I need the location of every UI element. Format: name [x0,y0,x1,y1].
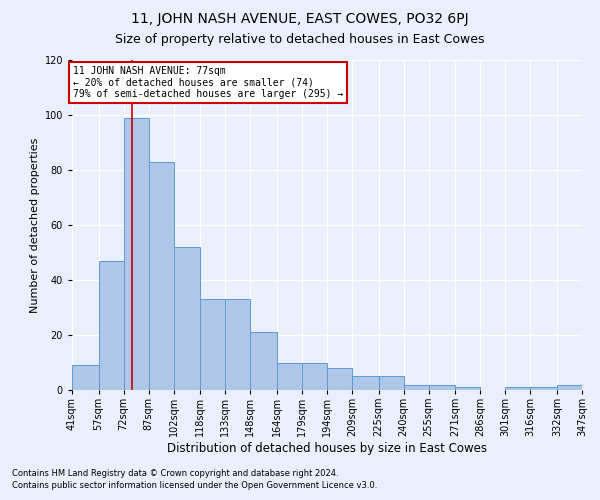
Bar [149,162,173,390]
Bar [200,299,226,390]
Bar [327,368,352,390]
Bar [455,387,481,390]
Text: 11, JOHN NASH AVENUE, EAST COWES, PO32 6PJ: 11, JOHN NASH AVENUE, EAST COWES, PO32 6… [131,12,469,26]
Bar [277,362,302,390]
Bar [352,376,379,390]
Text: Size of property relative to detached houses in East Cowes: Size of property relative to detached ho… [115,32,485,46]
Bar [98,261,124,390]
Bar [404,384,428,390]
Y-axis label: Number of detached properties: Number of detached properties [31,138,40,312]
Bar [530,387,557,390]
Bar [72,365,98,390]
Bar [302,362,327,390]
Bar [226,299,250,390]
Bar [250,332,277,390]
Text: Contains public sector information licensed under the Open Government Licence v3: Contains public sector information licen… [12,481,377,490]
Bar [505,387,530,390]
Bar [124,118,149,390]
Bar [173,247,200,390]
Text: Contains HM Land Registry data © Crown copyright and database right 2024.: Contains HM Land Registry data © Crown c… [12,468,338,477]
Bar [557,384,582,390]
Text: 11 JOHN NASH AVENUE: 77sqm
← 20% of detached houses are smaller (74)
79% of semi: 11 JOHN NASH AVENUE: 77sqm ← 20% of deta… [73,66,343,98]
Bar [379,376,404,390]
X-axis label: Distribution of detached houses by size in East Cowes: Distribution of detached houses by size … [167,442,487,455]
Bar [428,384,455,390]
